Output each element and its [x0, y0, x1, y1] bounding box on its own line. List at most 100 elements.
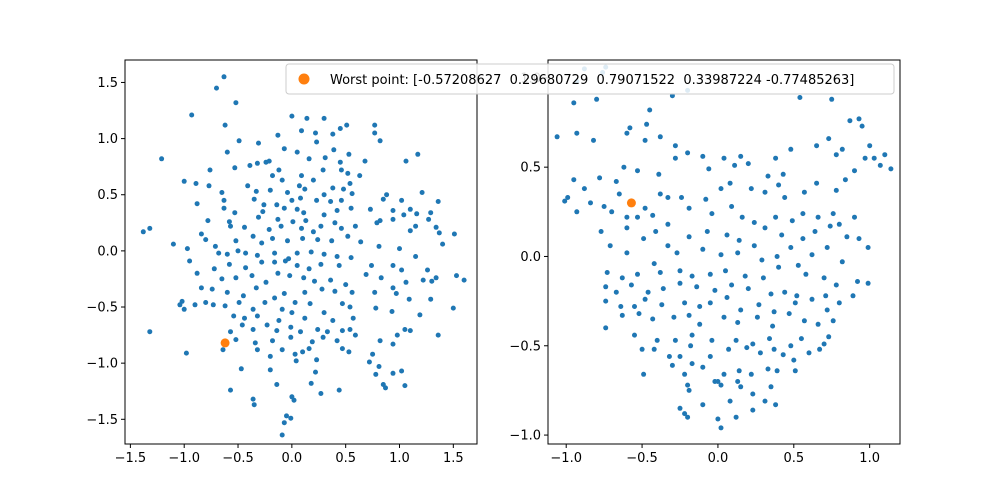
- scatter-point: [688, 343, 694, 349]
- scatter-point: [715, 416, 721, 422]
- scatter-point: [636, 311, 642, 317]
- scatter-point: [736, 368, 742, 374]
- scatter-point: [657, 191, 663, 197]
- worst-point-marker: [626, 198, 636, 208]
- scatter-point: [604, 270, 610, 275]
- scatter-point: [624, 225, 630, 231]
- scatter-point: [788, 343, 794, 349]
- scatter-point: [369, 263, 374, 268]
- scatter-point: [591, 137, 596, 143]
- scatter-point: [219, 276, 225, 282]
- scatter-point: [256, 140, 261, 146]
- scatter-point: [571, 100, 577, 106]
- scatter-point: [697, 321, 703, 327]
- y-tick-label: 0.5: [520, 161, 541, 176]
- scatter-point: [310, 229, 316, 235]
- scatter-point: [659, 302, 665, 308]
- scatter-point: [256, 214, 261, 220]
- scatter-point: [301, 275, 307, 281]
- scatter-point: [383, 385, 388, 391]
- scatter-point: [686, 205, 692, 211]
- scatter-point: [243, 250, 249, 256]
- y-tick-label: 0.5: [97, 188, 118, 203]
- scatter-point: [231, 313, 237, 319]
- scatter-point: [390, 208, 396, 213]
- scatter-point: [267, 187, 273, 193]
- scatter-point: [621, 164, 627, 170]
- scatter-point: [425, 267, 430, 273]
- scatter-point: [240, 293, 246, 299]
- scatter-point: [407, 206, 413, 212]
- scatter-point: [337, 159, 343, 165]
- scatter-point: [677, 268, 683, 274]
- scatter-point: [660, 286, 666, 292]
- scatter-point: [270, 338, 275, 344]
- scatter-point: [183, 350, 189, 356]
- scatter-point: [330, 318, 336, 323]
- scatter-point: [413, 254, 419, 259]
- scatter-point: [792, 368, 798, 374]
- scatter-point: [338, 197, 344, 203]
- scatter-point: [363, 272, 369, 277]
- scatter-point: [809, 296, 815, 302]
- scatter-point: [294, 206, 300, 212]
- scatter-point: [236, 300, 242, 305]
- scatter-point: [198, 231, 204, 237]
- scatter-point: [689, 361, 695, 367]
- scatter-point: [243, 265, 249, 271]
- scatter-point: [399, 267, 405, 273]
- scatter-point: [300, 236, 306, 241]
- scatter-point: [419, 190, 425, 195]
- scatter-point: [403, 279, 409, 285]
- scatter-point: [226, 219, 232, 225]
- scatter-point: [250, 233, 256, 239]
- scatter-point: [352, 223, 358, 229]
- scatter-point: [338, 167, 344, 173]
- scatter-point: [773, 402, 779, 408]
- legend-marker: [298, 73, 310, 85]
- scatter-point: [177, 302, 183, 308]
- scatter-point: [724, 295, 730, 300]
- scatter-point: [718, 382, 724, 388]
- scatter-point: [801, 318, 807, 324]
- scatter-point: [282, 258, 288, 264]
- scatter-point: [642, 296, 648, 302]
- scatter-point: [147, 329, 153, 335]
- scatter-point: [603, 325, 609, 331]
- scatter-point: [397, 246, 402, 252]
- scatter-point: [216, 250, 222, 256]
- scatter-point: [742, 273, 748, 279]
- right-subplot: −1.0 −0.5 0.0 0.5 1.0 −1.0 −0.5 0.0 0.5 1.0: [509, 59, 901, 466]
- scatter-point: [328, 277, 334, 283]
- scatter-point: [597, 175, 603, 181]
- scatter-point: [833, 152, 839, 158]
- scatter-point: [689, 273, 695, 279]
- scatter-point: [390, 285, 396, 291]
- scatter-point: [672, 143, 678, 149]
- right-axes-frame: [547, 59, 901, 445]
- scatter-point: [619, 312, 625, 318]
- scatter-point: [679, 195, 684, 200]
- scatter-point: [871, 155, 877, 161]
- scatter-point: [759, 257, 765, 263]
- scatter-point: [232, 165, 238, 171]
- scatter-point: [776, 182, 782, 188]
- scatter-point: [294, 263, 300, 268]
- scatter-point: [686, 387, 692, 393]
- scatter-point: [261, 202, 267, 208]
- scatter-point: [302, 289, 308, 295]
- scatter-point: [220, 347, 226, 353]
- scatter-point: [250, 306, 256, 312]
- scatter-point: [677, 354, 683, 359]
- scatter-point: [603, 284, 609, 290]
- scatter-point: [307, 301, 313, 307]
- scatter-point: [321, 192, 327, 198]
- scatter-point: [285, 190, 290, 195]
- scatter-point: [847, 118, 853, 124]
- scatter-point: [338, 225, 344, 231]
- scatter-point: [373, 305, 379, 311]
- scatter-point: [865, 280, 871, 286]
- scatter-point: [279, 306, 285, 312]
- scatter-point: [319, 286, 325, 292]
- scatter-point: [393, 291, 399, 296]
